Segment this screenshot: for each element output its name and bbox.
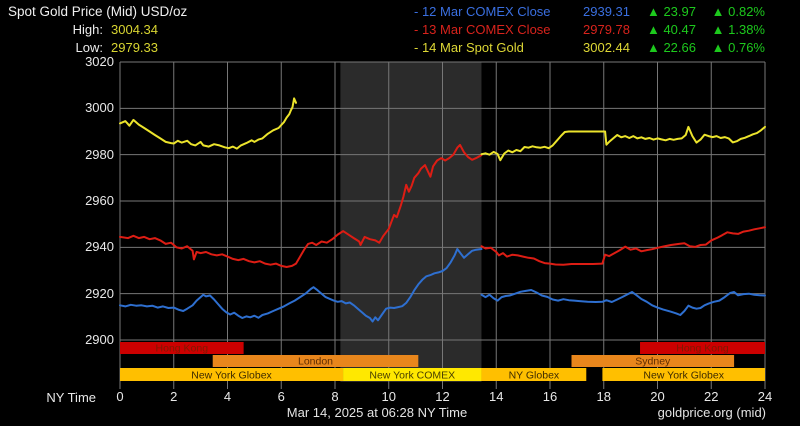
y-tick-label: 3000	[85, 100, 114, 116]
x-tick-label: 0	[116, 389, 124, 404]
x-tick-label: 8	[331, 389, 339, 404]
series-line-14-mar-spot-gold	[119, 97, 297, 150]
legend-change: ▲ 23.97	[646, 4, 696, 19]
low-row: Low: 2979.33	[8, 40, 158, 56]
legend-value: 2939.31	[583, 4, 630, 19]
up-arrow-icon: ▲	[711, 40, 725, 55]
y-tick-label: 2900	[85, 332, 114, 347]
legend-row-12mar: - 12 Mar COMEX Close 2939.31 ▲ 23.97 ▲ 0…	[414, 4, 765, 22]
session-bar-label: New York Globex	[191, 370, 272, 382]
high-label: High:	[72, 22, 103, 37]
session-bar-label: NY Globex	[509, 370, 560, 382]
legend-change-pct: ▲ 0.76%	[711, 40, 765, 55]
session-bar-new-york-globex	[602, 368, 765, 381]
legend-value: 2979.78	[583, 22, 630, 37]
x-tick-label: 22	[704, 389, 719, 404]
series-line-13-mar-comex-close	[480, 226, 766, 266]
y-tick-label: 3020	[85, 54, 114, 69]
session-bar-london	[212, 355, 419, 367]
series-line-14-mar-spot-gold	[480, 125, 766, 162]
x-tick-label: 20	[650, 389, 665, 404]
legend-change-pct: ▲ 0.82%	[711, 4, 765, 19]
legend-change: ▲ 40.47	[646, 22, 696, 37]
legend-change: ▲ 22.66	[646, 40, 696, 55]
y-tick-label: 2980	[85, 146, 114, 162]
session-bar-hong-kong	[120, 342, 244, 354]
x-tick-label: 16	[542, 389, 558, 404]
session-bar-new-york-globex	[120, 368, 344, 381]
high-row: High: 3004.34	[8, 22, 158, 38]
x-tick-label: 10	[381, 389, 396, 404]
chart-timestamp: Mar 14, 2025 at 06:28 NY Time	[286, 405, 468, 420]
y-tick-label: 2940	[85, 239, 114, 255]
legend-row-14mar: - 14 Mar Spot Gold 3002.44 ▲ 22.66 ▲ 0.7…	[414, 40, 765, 58]
legend-row-13mar: - 13 Mar COMEX Close 2979.78 ▲ 40.47 ▲ 1…	[414, 22, 765, 40]
up-arrow-icon: ▲	[646, 22, 660, 37]
session-bar-sydney	[571, 355, 735, 367]
y-tick-label: 2920	[85, 285, 114, 301]
session-bar-label: New York Globex	[643, 370, 724, 382]
session-bar-new-york-comex	[343, 368, 482, 381]
low-value: 2979.33	[111, 40, 158, 55]
legend-label: - 14 Mar Spot Gold	[414, 40, 524, 55]
session-bar-label: Sydney	[635, 356, 671, 368]
chart-legend: - 12 Mar COMEX Close 2939.31 ▲ 23.97 ▲ 0…	[414, 4, 765, 58]
low-label: Low:	[75, 40, 103, 55]
series-line-12-mar-comex-close	[119, 248, 483, 323]
up-arrow-icon: ▲	[646, 40, 660, 55]
ny-time-axis-label: NY Time	[46, 390, 96, 405]
x-tick-label: 6	[277, 389, 285, 404]
up-arrow-icon: ▲	[711, 22, 725, 37]
y-tick-label: 2960	[85, 193, 114, 208]
up-arrow-icon: ▲	[711, 4, 725, 19]
comex-session-band	[340, 62, 482, 382]
session-bar-label: Hong Kong	[676, 343, 729, 355]
series-line-13-mar-comex-close	[119, 143, 483, 268]
session-bar-label: Hong Kong	[156, 343, 209, 355]
session-bar-hong-kong	[640, 342, 765, 354]
legend-value: 3002.44	[583, 40, 630, 55]
x-tick-label: 12	[435, 389, 450, 404]
legend-change-pct: ▲ 1.38%	[711, 22, 765, 37]
x-tick-label: 2	[170, 389, 178, 404]
session-bar-label: London	[298, 356, 333, 368]
session-bar-ny-globex	[481, 368, 587, 381]
high-value: 3004.34	[111, 22, 158, 37]
legend-label: - 13 Mar COMEX Close	[414, 22, 551, 37]
x-tick-label: 4	[223, 389, 232, 404]
series-line-12-mar-comex-close	[480, 289, 766, 316]
x-tick-label: 24	[757, 389, 773, 404]
page-title: Spot Gold Price (Mid) USD/oz	[8, 4, 188, 19]
legend-label: - 12 Mar COMEX Close	[414, 4, 551, 19]
session-bar-label: New York COMEX	[369, 370, 455, 382]
x-tick-label: 18	[596, 389, 611, 404]
x-tick-label: 14	[489, 389, 504, 404]
source-attribution: goldprice.org (mid)	[657, 405, 766, 420]
up-arrow-icon: ▲	[646, 4, 660, 19]
